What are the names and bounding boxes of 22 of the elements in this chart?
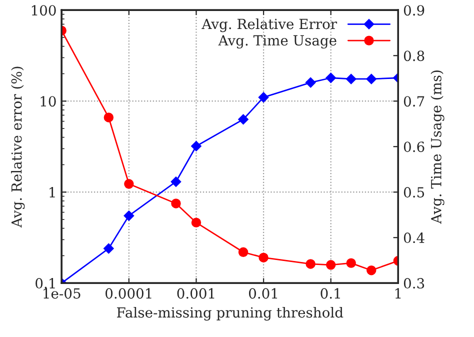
y2-axis-title: Avg. Time Usage (ms) — [430, 70, 444, 224]
x-tick-label: 0.1 — [320, 288, 340, 299]
x-tick-label: 1e-05 — [44, 288, 80, 299]
y2-tick-label: 0.4 — [404, 232, 424, 244]
y2-tick-label: 0.3 — [404, 278, 424, 289]
y2-tick-label: 0.6 — [404, 142, 424, 152]
legend-label: Avg. Time Usage — [218, 35, 336, 48]
y-tick-label: 10 — [40, 96, 56, 107]
y-tick-label: 1 — [50, 187, 55, 198]
x-axis-title: False-missing pruning threshold — [117, 306, 344, 321]
y2-tick-label: 0.9 — [404, 5, 424, 16]
y2-tick-label: 0.5 — [404, 187, 424, 198]
x-tick-label: 1 — [395, 288, 401, 298]
y-axis-title: Avg. Relative error (%) — [11, 66, 25, 228]
x-tick-label: 0.0001 — [106, 288, 152, 299]
x-tick-label: 0.001 — [177, 288, 214, 299]
x-tick-label: 0.01 — [249, 288, 278, 299]
legend-label: Avg. Relative Error — [202, 18, 338, 32]
y-tick-label: 0.1 — [36, 278, 55, 289]
y-tick-label: 100 — [32, 5, 56, 16]
y2-tick-label: 0.8 — [404, 50, 424, 62]
y2-tick-label: 0.7 — [404, 96, 424, 107]
